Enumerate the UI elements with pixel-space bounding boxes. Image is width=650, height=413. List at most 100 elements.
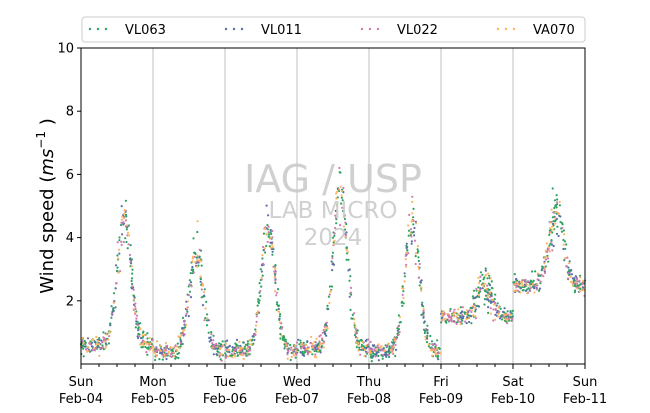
data-point-VL063 [474, 310, 477, 313]
data-point-VL022 [432, 343, 435, 346]
data-point-VA070 [90, 339, 93, 342]
data-point-VL063 [82, 355, 85, 358]
data-point-VA070 [96, 339, 99, 343]
data-point-VL022 [516, 289, 519, 292]
data-point-VL022 [408, 213, 411, 216]
y-axis-label-close: ) [37, 118, 58, 131]
legend-marker [496, 27, 500, 31]
data-point-VL022 [134, 302, 137, 305]
data-point-VA070 [404, 258, 407, 261]
data-point-VL063 [282, 335, 285, 338]
data-point-VA070 [326, 327, 329, 330]
data-point-VA070 [420, 286, 423, 289]
data-point-VL011 [413, 234, 416, 237]
data-point-VL063 [189, 272, 192, 275]
data-point-VL022 [449, 316, 453, 319]
data-point-VL063 [412, 216, 415, 219]
data-point-VL011 [426, 332, 429, 335]
data-point-VL022 [447, 316, 451, 319]
data-point-VL063 [265, 244, 268, 248]
data-point-VL022 [262, 245, 265, 249]
legend-marker [360, 27, 364, 31]
data-point-VL063 [390, 341, 394, 344]
data-point-VA070 [246, 352, 249, 355]
data-point-VL022 [546, 257, 550, 260]
data-point-VL063 [397, 328, 400, 331]
data-point-VA070 [284, 341, 287, 344]
data-point-VL022 [145, 351, 148, 354]
data-point-VA070 [345, 248, 348, 251]
data-point-VL022 [254, 333, 257, 336]
data-point-VL063 [257, 300, 260, 303]
data-point-VA070 [265, 233, 268, 236]
data-point-VA070 [151, 345, 154, 349]
data-point-VL063 [82, 347, 85, 350]
x-tick-label-date: Feb-11 [563, 392, 607, 407]
data-point-VL022 [131, 285, 134, 288]
data-point-VL063 [549, 242, 552, 245]
data-point-VL063 [440, 321, 443, 324]
data-point-VA070 [86, 349, 89, 353]
x-tick-label-date: Feb-09 [419, 392, 463, 407]
data-point-VA070 [239, 347, 242, 351]
data-point-VL022 [479, 288, 482, 291]
data-point-VL063 [573, 279, 576, 282]
data-point-VL022 [328, 293, 331, 296]
data-point-VL011 [487, 298, 490, 301]
data-point-VL063 [146, 353, 149, 356]
data-point-VA070 [474, 306, 477, 310]
data-point-VA070 [519, 291, 522, 294]
data-point-VL011 [235, 338, 239, 341]
data-point-VA070 [179, 335, 182, 338]
watermark-line-2: LAB MICRO [269, 198, 398, 224]
data-point-VA070 [172, 355, 175, 358]
data-point-VL011 [488, 284, 492, 287]
data-point-VL022 [122, 221, 125, 224]
data-point-VA070 [468, 317, 471, 320]
data-point-VL011 [387, 350, 390, 353]
data-point-VL063 [187, 285, 190, 288]
data-point-VA070 [422, 308, 425, 311]
data-point-VA070 [335, 204, 339, 207]
data-point-VA070 [491, 299, 494, 302]
data-point-VL011 [581, 286, 584, 289]
data-point-VA070 [476, 289, 480, 292]
data-point-VL011 [183, 323, 186, 326]
data-point-VL063 [558, 204, 562, 207]
data-point-VL063 [332, 241, 335, 244]
data-point-VA070 [457, 313, 460, 316]
data-point-VL022 [294, 347, 297, 350]
data-point-VA070 [402, 297, 405, 300]
data-point-VL063 [356, 329, 359, 332]
data-point-VA070 [411, 219, 414, 222]
data-point-VL022 [407, 252, 410, 255]
data-point-VL022 [313, 344, 316, 347]
legend-box [81, 16, 586, 43]
data-point-VL063 [243, 345, 246, 348]
data-point-VA070 [394, 339, 397, 342]
data-point-VL022 [515, 286, 518, 289]
data-point-VL011 [396, 329, 399, 332]
data-point-VL022 [174, 344, 177, 347]
data-point-VL063 [445, 321, 448, 324]
data-point-VL063 [483, 298, 486, 301]
data-point-VL063 [556, 203, 559, 206]
data-point-VL063 [205, 319, 209, 322]
data-point-VL063 [483, 276, 486, 279]
data-point-VL063 [417, 259, 420, 263]
data-point-VL011 [405, 246, 408, 250]
data-point-VL022 [134, 305, 137, 308]
data-point-VA070 [264, 227, 267, 230]
data-point-VL063 [276, 301, 279, 304]
data-point-VA070 [144, 341, 147, 344]
data-point-VL063 [218, 342, 221, 345]
data-point-VA070 [497, 312, 500, 315]
data-point-VL063 [297, 349, 300, 352]
data-point-VA070 [344, 235, 347, 239]
data-point-VA070 [392, 346, 395, 349]
data-point-VL022 [334, 216, 338, 219]
data-point-VA070 [453, 312, 456, 315]
data-point-VL063 [426, 334, 429, 337]
data-point-VL022 [122, 240, 125, 244]
data-point-VA070 [384, 349, 387, 352]
